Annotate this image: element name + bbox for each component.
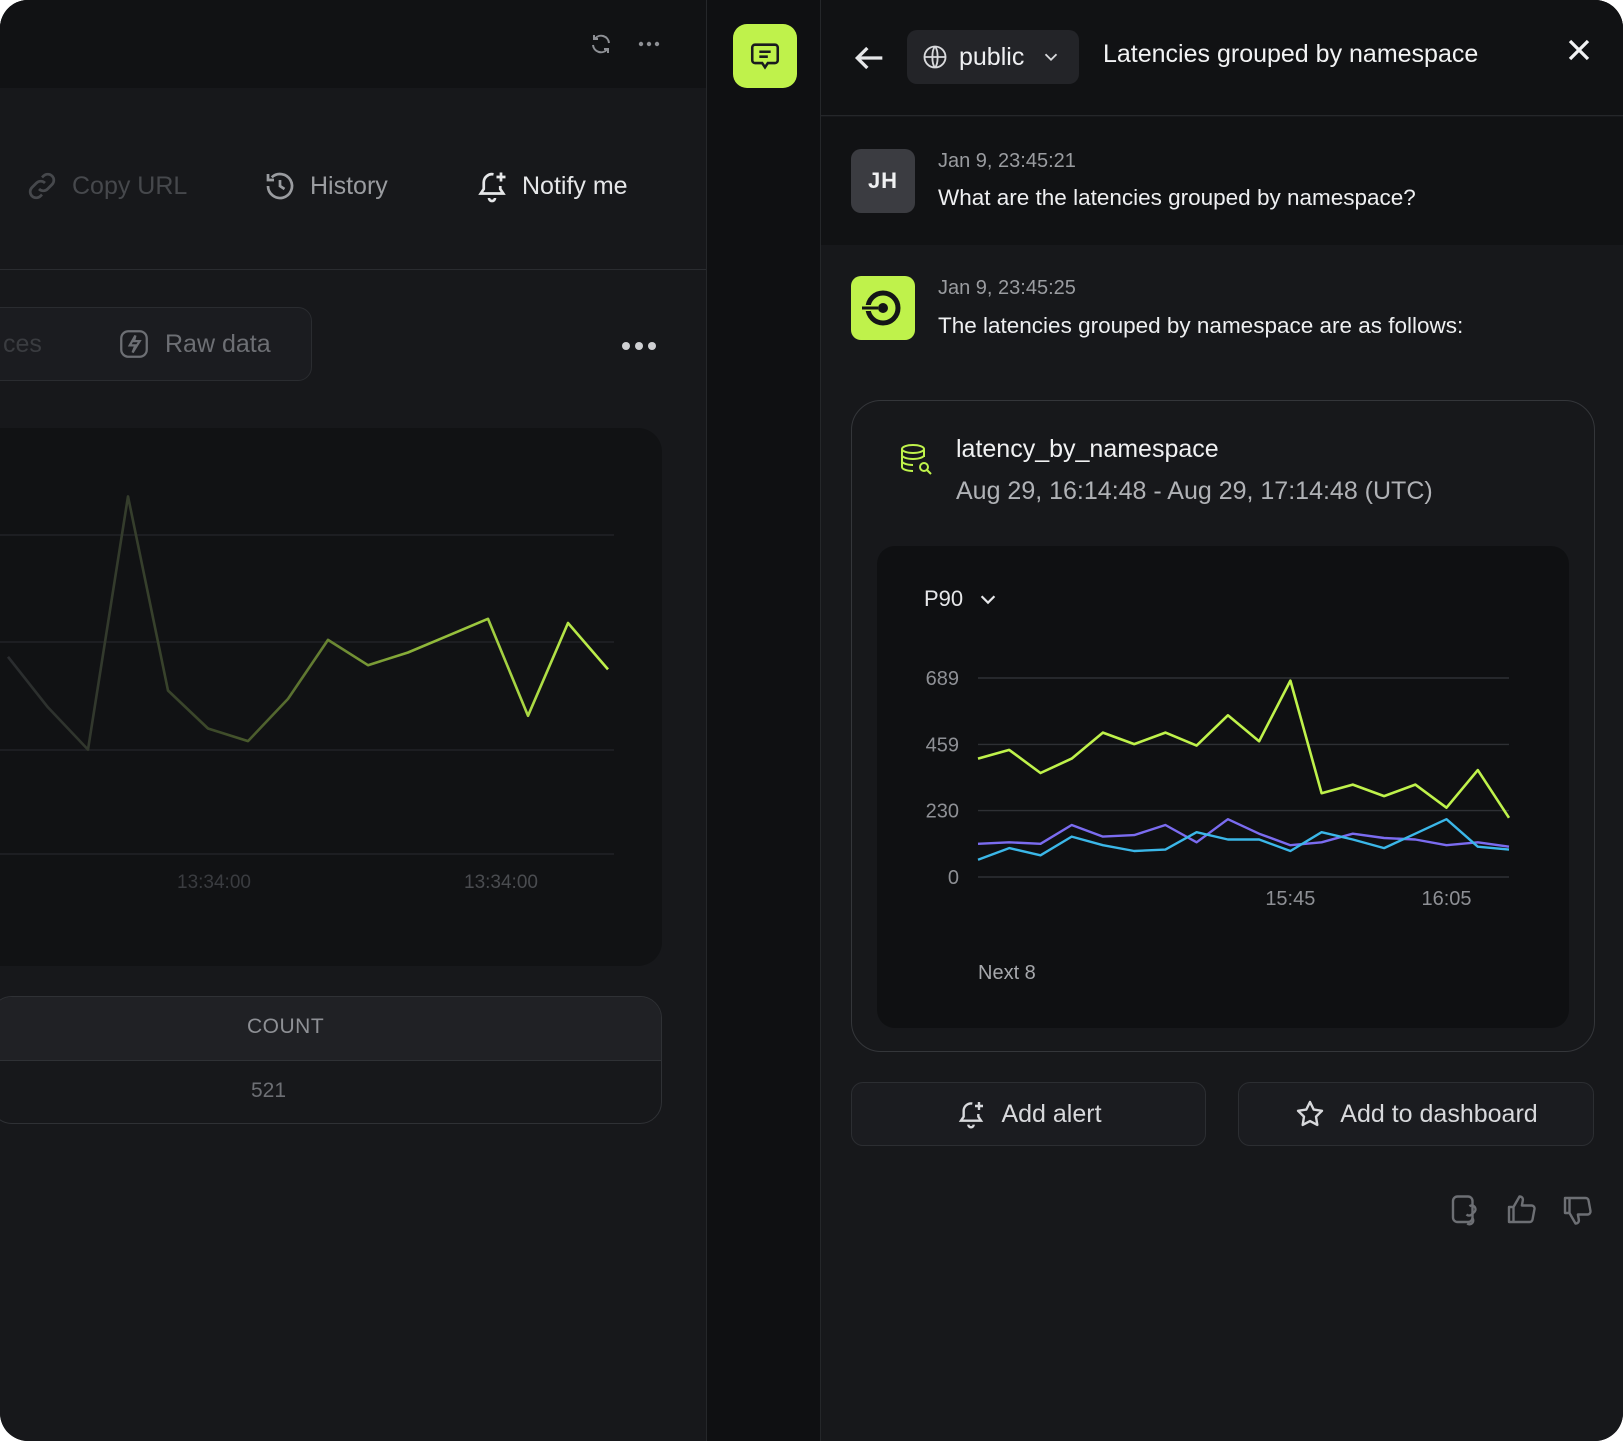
visibility-dropdown[interactable]: public <box>907 30 1079 84</box>
add-alert-button[interactable]: Add alert <box>851 1082 1206 1146</box>
arrow-left-icon[interactable] <box>849 38 889 78</box>
x-tick-label: 16:05 <box>1421 888 1471 910</box>
y-tick-label: 689 <box>926 668 959 690</box>
latency-chart: 0 230 459 689 15:45 16:05 P90 Next 8 <box>877 546 1569 1028</box>
y-tick-label: 230 <box>926 801 959 823</box>
add-to-dashboard-button[interactable]: Add to dashboard <box>1238 1082 1594 1146</box>
assistant-logo-icon <box>862 290 901 326</box>
user-message: JH Jan 9, 23:45:21 What are the latencie… <box>821 117 1623 245</box>
chat-button[interactable] <box>733 24 797 88</box>
assistant-panel: public Latencies grouped by namespace JH… <box>821 0 1623 1441</box>
history-label: History <box>310 171 388 200</box>
more-horizontal-icon[interactable] <box>633 28 665 60</box>
y-tick-label: 459 <box>926 734 959 756</box>
query-panel: Copy URL History Notify me ces Raw data <box>0 0 706 1441</box>
avatar: JH <box>851 149 915 213</box>
series-line-3 <box>977 818 1510 861</box>
thumbs-down-icon[interactable] <box>1559 1192 1595 1228</box>
left-top-bar <box>0 0 706 88</box>
count-cell: 521 <box>251 1079 287 1102</box>
aggregation-label: P90 <box>924 586 964 611</box>
y-tick-label: 0 <box>948 867 959 889</box>
globe-icon <box>923 45 947 69</box>
bell-plus-icon <box>478 172 506 203</box>
result-time-range: Aug 29, 16:14:48 - Aug 29, 17:14:48 (UTC… <box>956 477 1433 505</box>
left-more-icon[interactable] <box>620 326 658 360</box>
tab-faded[interactable]: ces <box>3 329 42 358</box>
visibility-label: public <box>959 42 1025 71</box>
thumbs-up-icon[interactable] <box>1503 1192 1539 1228</box>
copy-link-icon[interactable] <box>1447 1192 1483 1228</box>
count-table: COUNT 521 <box>0 996 662 1124</box>
database-search-icon <box>901 444 932 475</box>
aggregation-dropdown[interactable]: P90 <box>924 586 999 612</box>
x-tick-label: 15:45 <box>1265 888 1315 910</box>
left-chart-svg <box>0 495 614 855</box>
assistant-message: Jan 9, 23:45:25 The latencies grouped by… <box>821 245 1623 1226</box>
close-icon[interactable] <box>1561 32 1597 68</box>
message-text: The latencies grouped by namespace are a… <box>938 313 1464 338</box>
left-x-tick: 13:34:00 <box>464 872 538 893</box>
copy-url-label: Copy URL <box>72 171 188 200</box>
add-alert-label: Add alert <box>1001 1099 1102 1128</box>
notify-me-button[interactable]: Notify me <box>474 164 628 208</box>
lightning-icon <box>120 330 148 358</box>
next-series-link[interactable]: Next 8 <box>978 962 1036 984</box>
chevron-down-icon <box>1045 53 1058 62</box>
latency-chart-svg: 0 230 459 689 15:45 16:05 <box>926 668 1511 910</box>
side-rail <box>706 0 821 1441</box>
series-line-2 <box>977 818 1510 848</box>
left-toolbar: Copy URL History Notify me <box>0 88 706 270</box>
count-column-header: COUNT <box>247 1015 325 1038</box>
notify-me-label: Notify me <box>522 171 628 200</box>
history-button[interactable]: History <box>262 164 388 208</box>
tab-raw-data[interactable]: Raw data <box>117 327 271 361</box>
bell-plus-icon <box>959 1102 984 1129</box>
link-icon <box>28 172 56 200</box>
message-text: What are the latencies grouped by namesp… <box>938 185 1416 210</box>
series-line-1 <box>977 679 1511 819</box>
left-series-line <box>6 495 609 751</box>
add-to-dashboard-label: Add to dashboard <box>1340 1099 1538 1128</box>
count-table-header: COUNT <box>0 997 661 1061</box>
assistant-avatar <box>851 276 915 340</box>
query-result-card: latency_by_namespace Aug 29, 16:14:48 - … <box>851 400 1595 1052</box>
message-timestamp: Jan 9, 23:45:25 <box>938 277 1076 299</box>
refresh-icon[interactable] <box>585 28 617 60</box>
assistant-header: public Latencies grouped by namespace <box>821 0 1623 116</box>
left-x-tick: 13:34:00 <box>177 872 251 893</box>
history-icon <box>266 172 294 200</box>
conversation-title: Latencies grouped by namespace <box>1103 40 1479 68</box>
raw-data-label: Raw data <box>165 329 271 358</box>
left-chart: 13:34:00 13:34:00 <box>0 428 662 966</box>
message-timestamp: Jan 9, 23:45:21 <box>938 150 1076 172</box>
copy-url-button[interactable]: Copy URL <box>24 164 187 208</box>
view-tabs: ces Raw data <box>0 307 312 381</box>
chat-icon <box>750 43 780 70</box>
chevron-down-icon <box>980 595 996 605</box>
star-icon <box>1297 1100 1324 1127</box>
result-name[interactable]: latency_by_namespace <box>956 435 1219 463</box>
